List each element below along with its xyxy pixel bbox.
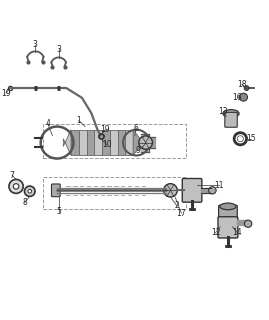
Ellipse shape [220, 203, 236, 210]
Text: 3: 3 [33, 40, 38, 49]
Text: 14: 14 [232, 228, 242, 237]
Polygon shape [79, 130, 87, 156]
Circle shape [209, 187, 216, 194]
Text: 2: 2 [174, 201, 179, 210]
Polygon shape [133, 130, 141, 156]
Polygon shape [94, 130, 102, 156]
Circle shape [237, 136, 243, 142]
Text: 13: 13 [218, 107, 228, 116]
Text: 19: 19 [1, 89, 11, 98]
Polygon shape [71, 130, 79, 156]
Text: 17: 17 [176, 209, 186, 218]
FancyBboxPatch shape [182, 179, 202, 202]
Text: 8: 8 [22, 198, 27, 207]
Circle shape [139, 136, 153, 149]
Circle shape [164, 184, 177, 197]
Polygon shape [102, 130, 110, 156]
FancyBboxPatch shape [225, 112, 237, 127]
Text: 19: 19 [100, 125, 110, 134]
Circle shape [244, 86, 249, 91]
Polygon shape [63, 130, 71, 156]
Ellipse shape [223, 110, 239, 117]
Text: 7: 7 [10, 171, 15, 180]
Text: 12: 12 [211, 228, 220, 237]
Polygon shape [125, 130, 133, 156]
Text: 11: 11 [214, 181, 223, 190]
Circle shape [13, 184, 19, 189]
Text: 16: 16 [232, 93, 242, 102]
Text: 6: 6 [134, 124, 139, 132]
Polygon shape [110, 130, 118, 156]
Text: 15: 15 [246, 134, 256, 143]
Text: 18: 18 [237, 80, 247, 89]
Circle shape [239, 93, 247, 101]
Circle shape [28, 189, 32, 193]
Text: 3: 3 [56, 45, 61, 54]
Text: 4: 4 [45, 119, 50, 128]
FancyBboxPatch shape [218, 217, 238, 238]
Polygon shape [118, 130, 125, 156]
FancyBboxPatch shape [51, 184, 60, 197]
Polygon shape [87, 130, 94, 156]
Circle shape [9, 180, 23, 193]
Text: 5: 5 [56, 207, 61, 216]
Circle shape [24, 186, 35, 196]
Text: 9: 9 [135, 146, 140, 156]
FancyBboxPatch shape [219, 205, 237, 220]
Text: 10: 10 [102, 140, 112, 149]
Bar [43, 124, 186, 158]
Circle shape [245, 220, 252, 228]
Text: 1: 1 [76, 116, 81, 125]
Bar [43, 177, 186, 209]
